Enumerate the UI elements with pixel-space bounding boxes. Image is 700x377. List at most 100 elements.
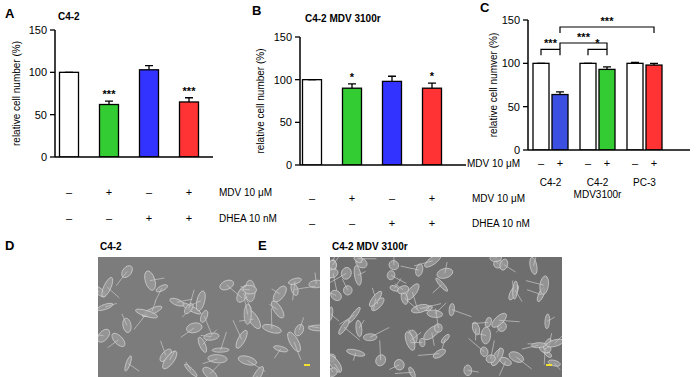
neurite: [233, 320, 242, 339]
neurite: [122, 314, 127, 325]
cell: [199, 309, 209, 323]
treatment-sign: –: [309, 217, 316, 229]
micrograph: [330, 257, 562, 377]
neurite: [358, 258, 376, 259]
cell: [160, 349, 179, 371]
y-tick-label: 150: [274, 31, 292, 43]
comparison-bracket: [588, 49, 607, 55]
neurite: [432, 333, 434, 346]
neurite: [496, 257, 504, 258]
error-bar: [105, 101, 113, 104]
treatment-sign: +: [429, 192, 435, 204]
panel-letter: D: [5, 238, 14, 253]
neurite: [293, 281, 295, 300]
neurite: [107, 287, 119, 298]
bar: [383, 81, 402, 165]
bar: [552, 95, 568, 150]
neurite: [170, 351, 175, 360]
neurite: [108, 340, 119, 348]
bar: [599, 69, 615, 150]
y-axis: [299, 37, 301, 165]
cell: [124, 355, 133, 372]
neurite: [330, 314, 339, 321]
treatment-sign: +: [186, 212, 192, 224]
y-tick: [50, 156, 55, 157]
y-tick: [295, 164, 300, 165]
neurite: [496, 327, 502, 333]
significance: *: [430, 70, 435, 82]
subtitle: C4-2 MDV 3100r: [305, 13, 381, 24]
neurite: [186, 362, 191, 371]
micrograph-background: [330, 257, 562, 377]
y-tick: [295, 79, 300, 80]
significance: *: [350, 71, 355, 83]
y-tick: [50, 114, 55, 115]
cell: [100, 276, 115, 298]
neurite: [344, 327, 360, 340]
y-tick-label: 150: [29, 24, 47, 36]
group-label: MDV3100r: [574, 189, 622, 200]
error-bar: [584, 63, 592, 64]
neurite: [294, 342, 301, 360]
bar: [60, 72, 79, 157]
neurite: [452, 310, 472, 317]
neurite: [555, 329, 562, 343]
neurite: [516, 357, 531, 369]
treatment-sign: –: [106, 212, 113, 224]
treatment-label: DHEA 10 nM: [472, 218, 530, 229]
neurite: [98, 291, 99, 293]
treatment-sign: –: [146, 186, 153, 198]
neurite: [468, 370, 479, 372]
neurite: [308, 326, 319, 328]
y-tick: [523, 19, 528, 20]
y-axis-label: relative cell number (%): [255, 48, 266, 153]
neurite: [491, 340, 495, 358]
neurite: [527, 290, 541, 295]
error-bar: [631, 62, 639, 64]
comparison-label: ***: [544, 37, 558, 49]
neurite: [544, 348, 546, 364]
treatment-sign: +: [557, 157, 563, 169]
neurite: [504, 265, 516, 272]
y-axis: [527, 20, 529, 150]
figure: AC4-2050100150relative cell number (%)**…: [0, 0, 700, 377]
treatment-label: MDV 10 μM: [467, 158, 520, 169]
treatment-sign: –: [538, 157, 545, 169]
y-tick-label: 50: [35, 109, 47, 121]
neurite: [98, 332, 104, 335]
treatment-sign: –: [632, 157, 639, 169]
neurite: [358, 271, 366, 275]
neurite: [370, 327, 389, 337]
neurite: [359, 320, 364, 328]
cell: [529, 257, 539, 275]
neurite: [475, 329, 477, 341]
cell: [330, 260, 337, 270]
neurite: [210, 364, 220, 374]
treatment-label: MDV 10 μM: [219, 187, 272, 198]
neurite: [152, 301, 156, 312]
group-label: C4-2: [540, 177, 562, 188]
x-axis: [300, 164, 466, 166]
neurite: [274, 349, 280, 358]
y-tick-label: 100: [502, 57, 520, 69]
y-tick: [523, 106, 528, 107]
treatment-sign: +: [146, 212, 152, 224]
panel: C050100150relative cell numver (%)MDV 10…: [467, 0, 690, 200]
neurite: [271, 308, 273, 329]
cell: [195, 290, 207, 312]
treatment-sign: +: [604, 157, 610, 169]
y-axis-label: relative cell number (%): [11, 41, 22, 146]
bar: [140, 70, 159, 157]
bar: [646, 65, 662, 150]
neurite: [414, 261, 433, 266]
y-tick-label: 100: [29, 66, 47, 78]
error-bar: [145, 66, 153, 70]
group-label: PC-3: [633, 177, 656, 188]
comparison-bracket: [560, 27, 654, 33]
error-bar: [428, 83, 436, 88]
image-label: C4-2: [100, 241, 122, 252]
cell: [403, 331, 417, 352]
cell: [485, 354, 496, 364]
treatment-sign: –: [66, 212, 73, 224]
y-axis: [54, 30, 56, 157]
